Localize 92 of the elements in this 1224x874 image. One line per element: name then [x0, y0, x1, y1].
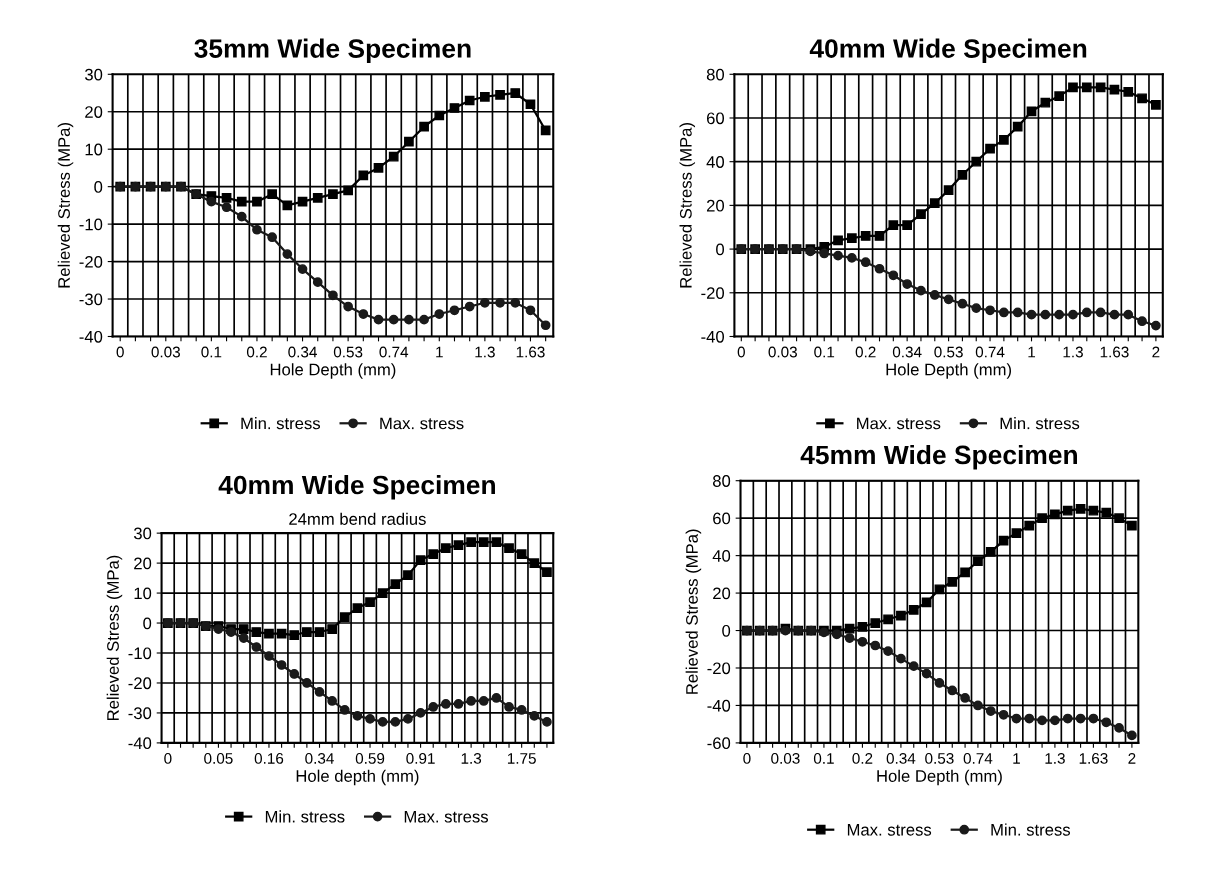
x-tick-label: 0.34 — [892, 346, 922, 358]
y-tick-label: 20 — [706, 199, 725, 212]
x-tick-label: 0.59 — [355, 753, 385, 764]
chart-title: 40mm Wide Specimen — [218, 474, 495, 500]
x-tick-label: 1.3 — [461, 753, 482, 764]
x-tick-label: 0.53 — [925, 753, 954, 764]
x-tick-label: 0.05 — [204, 753, 233, 764]
x-tick-label: 0.1 — [201, 346, 222, 358]
y-tick-label: -30 — [128, 707, 152, 720]
x-tick-label: 0.2 — [855, 346, 876, 358]
x-tick-label: 1.63 — [516, 346, 545, 358]
x-tick-label: 0 — [737, 346, 745, 358]
legend-label: Min. stress — [241, 417, 321, 430]
legend-label: Min. stress — [1000, 417, 1080, 430]
x-axis-title: Hole Depth (mm) — [886, 363, 1012, 379]
y-tick-label: 10 — [134, 587, 152, 600]
y-tick-label: -20 — [128, 677, 152, 690]
y-tick-label: 0 — [716, 243, 725, 256]
chart-subtitle: 24mm bend radius — [289, 512, 426, 525]
y-tick-label: 20 — [713, 587, 731, 600]
y-axis-title: Relieved Stress (MPa) — [685, 529, 702, 694]
x-tick-label: 1.3 — [475, 346, 495, 358]
x-tick-label: 0.74 — [379, 346, 409, 358]
y-tick-label: 30 — [133, 527, 152, 540]
x-tick-label: 0.1 — [813, 753, 834, 764]
y-tick-label: 60 — [713, 512, 731, 525]
x-tick-label: 1 — [1028, 346, 1036, 358]
y-tick-label: 40 — [706, 156, 725, 168]
x-tick-label: 2 — [1152, 346, 1160, 358]
x-axis-title: Hole depth (mm) — [296, 769, 419, 786]
y-tick-label: 0 — [722, 624, 731, 637]
x-tick-label: 0.74 — [963, 753, 993, 764]
y-tick-label: -40 — [701, 330, 725, 343]
y-tick-label: -40 — [128, 737, 152, 750]
x-tick-label: 0.34 — [288, 346, 317, 358]
x-tick-label: 0.16 — [254, 753, 284, 764]
y-tick-label: -30 — [79, 293, 103, 306]
x-tick-label: 1.63 — [1100, 346, 1129, 358]
x-tick-label: 0.53 — [333, 346, 363, 358]
y-tick-label: 40 — [712, 550, 731, 562]
x-tick-label: 2 — [1128, 753, 1136, 764]
x-tick-label: 0.2 — [852, 753, 873, 764]
y-tick-label: 10 — [85, 143, 103, 156]
x-tick-label: 1.3 — [1045, 753, 1065, 764]
x-tick-label: 0.1 — [814, 346, 835, 358]
y-tick-label: 0 — [143, 617, 152, 630]
y-axis-title: Relieved Stress (MPa) — [57, 123, 74, 288]
x-tick-label: 0.53 — [934, 346, 963, 358]
y-tick-label: 80 — [706, 68, 725, 81]
chart-title: 45mm Wide Specimen — [800, 444, 1077, 470]
x-tick-label: 0.34 — [886, 753, 916, 764]
x-tick-label: 1.75 — [507, 753, 536, 764]
y-tick-label: 0 — [94, 181, 103, 193]
y-tick-label: 80 — [712, 475, 731, 487]
legend-label: Max. stress — [404, 810, 489, 823]
y-tick-label: -10 — [128, 647, 152, 660]
x-tick-label: 1 — [1013, 753, 1020, 764]
chart-title: 35mm Wide Specimen — [194, 38, 471, 64]
x-tick-label: 0 — [164, 753, 172, 764]
x-tick-label: 1.63 — [1079, 753, 1108, 764]
legend-label: Max. stress — [847, 824, 932, 836]
x-tick-label: 0 — [743, 753, 751, 764]
y-tick-label: -20 — [707, 662, 731, 675]
x-tick-label: 0.03 — [151, 346, 180, 358]
x-tick-label: 0.91 — [406, 753, 435, 764]
x-tick-label: 0.34 — [305, 753, 334, 764]
y-tick-label: 20 — [85, 106, 103, 118]
x-tick-label: 0.03 — [768, 346, 797, 358]
x-tick-label: 1.3 — [1063, 346, 1083, 358]
x-tick-label: 0.03 — [771, 753, 800, 764]
chart-title: 40mm Wide Specimen — [809, 38, 1087, 64]
y-tick-label: 30 — [84, 68, 103, 81]
legend-label: Min. stress — [265, 810, 345, 823]
y-tick-label: -20 — [701, 287, 725, 299]
y-tick-label: -60 — [707, 737, 731, 750]
y-tick-label: -40 — [79, 330, 103, 343]
x-axis-title: Hole Depth (mm) — [270, 363, 396, 379]
y-axis-title: Relieved Stress (MPa) — [106, 555, 123, 721]
y-tick-label: 20 — [134, 557, 152, 570]
x-tick-label: 0.2 — [246, 346, 267, 358]
x-tick-label: 0 — [116, 346, 124, 358]
x-tick-label: 1 — [436, 346, 443, 358]
x-axis-title: Hole Depth (mm) — [877, 769, 1002, 786]
y-tick-label: -10 — [79, 218, 103, 231]
legend-label: Max. stress — [857, 417, 941, 430]
y-tick-label: -20 — [79, 255, 103, 268]
legend-label: Max. stress — [380, 417, 464, 430]
x-tick-label: 0.74 — [975, 346, 1005, 358]
legend-label: Min. stress — [991, 823, 1071, 836]
y-tick-label: 60 — [706, 112, 725, 125]
y-tick-label: -40 — [707, 699, 731, 712]
y-axis-title: Relieved Stress (MPa) — [679, 123, 696, 288]
